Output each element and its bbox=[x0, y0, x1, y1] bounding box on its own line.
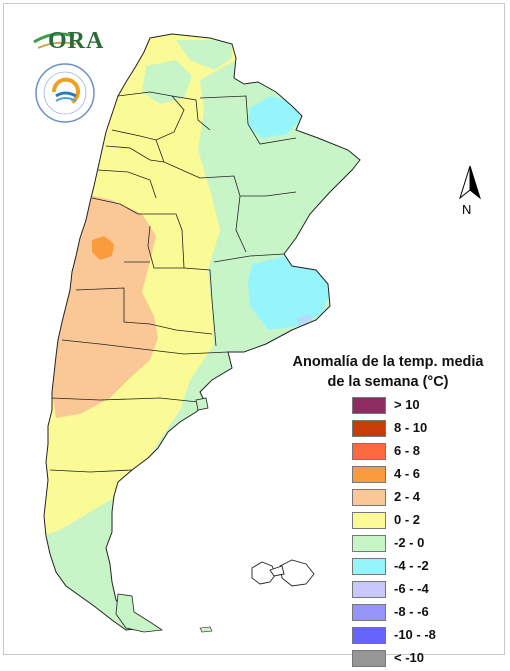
peninsula-valdes bbox=[195, 397, 209, 411]
legend-label: -10 - -8 bbox=[394, 627, 436, 642]
legend-label: -6 - -4 bbox=[394, 581, 429, 596]
legend-label: 0 - 2 bbox=[394, 512, 421, 527]
legend-swatch bbox=[352, 397, 386, 414]
legend-label: -2 - 0 bbox=[394, 535, 425, 550]
legend-swatch bbox=[352, 512, 386, 529]
band-4-6 bbox=[92, 236, 114, 260]
tierra-del-fuego bbox=[115, 593, 164, 633]
legend-swatch bbox=[352, 650, 386, 667]
legend-swatch bbox=[352, 535, 386, 552]
legend-swatch bbox=[352, 581, 386, 598]
legend-title-line1: Anomalía de la temp. media bbox=[292, 354, 484, 370]
legend-label: 4 - 6 bbox=[394, 466, 421, 481]
province-boundaries bbox=[49, 91, 297, 473]
legend-swatch bbox=[352, 420, 386, 437]
north-arrow-icon bbox=[459, 165, 481, 200]
legend-title-line2: de la semana (°C) bbox=[327, 374, 449, 390]
legend-swatch bbox=[352, 466, 386, 483]
ora-logo-text: ORA bbox=[48, 28, 105, 54]
legend-swatch bbox=[352, 627, 386, 644]
north-label: N bbox=[462, 202, 472, 217]
band-neg4-neg2-ne bbox=[248, 96, 300, 138]
legend-label: < -10 bbox=[394, 650, 424, 665]
legend-label: 2 - 4 bbox=[394, 489, 421, 504]
band-neg2-0-north2 bbox=[176, 40, 232, 70]
isla-estados bbox=[199, 626, 213, 633]
band-neg4-neg2-e bbox=[248, 256, 332, 330]
legend-swatch bbox=[352, 443, 386, 460]
legend-swatch bbox=[352, 558, 386, 575]
smn-logo-icon bbox=[35, 63, 95, 123]
legend-swatch bbox=[352, 604, 386, 621]
legend-label: 8 - 10 bbox=[394, 420, 428, 435]
malvinas-islands bbox=[251, 559, 315, 587]
legend-label: 6 - 8 bbox=[394, 443, 421, 458]
ora-logo-icon bbox=[33, 32, 77, 49]
legend-label: -8 - -6 bbox=[394, 604, 429, 619]
legend-label: > 10 bbox=[394, 397, 420, 412]
legend-label: -4 - -2 bbox=[394, 558, 429, 573]
legend-swatch bbox=[352, 489, 386, 506]
legend-title: Anomalía de la temp. media de la semana … bbox=[280, 352, 496, 392]
